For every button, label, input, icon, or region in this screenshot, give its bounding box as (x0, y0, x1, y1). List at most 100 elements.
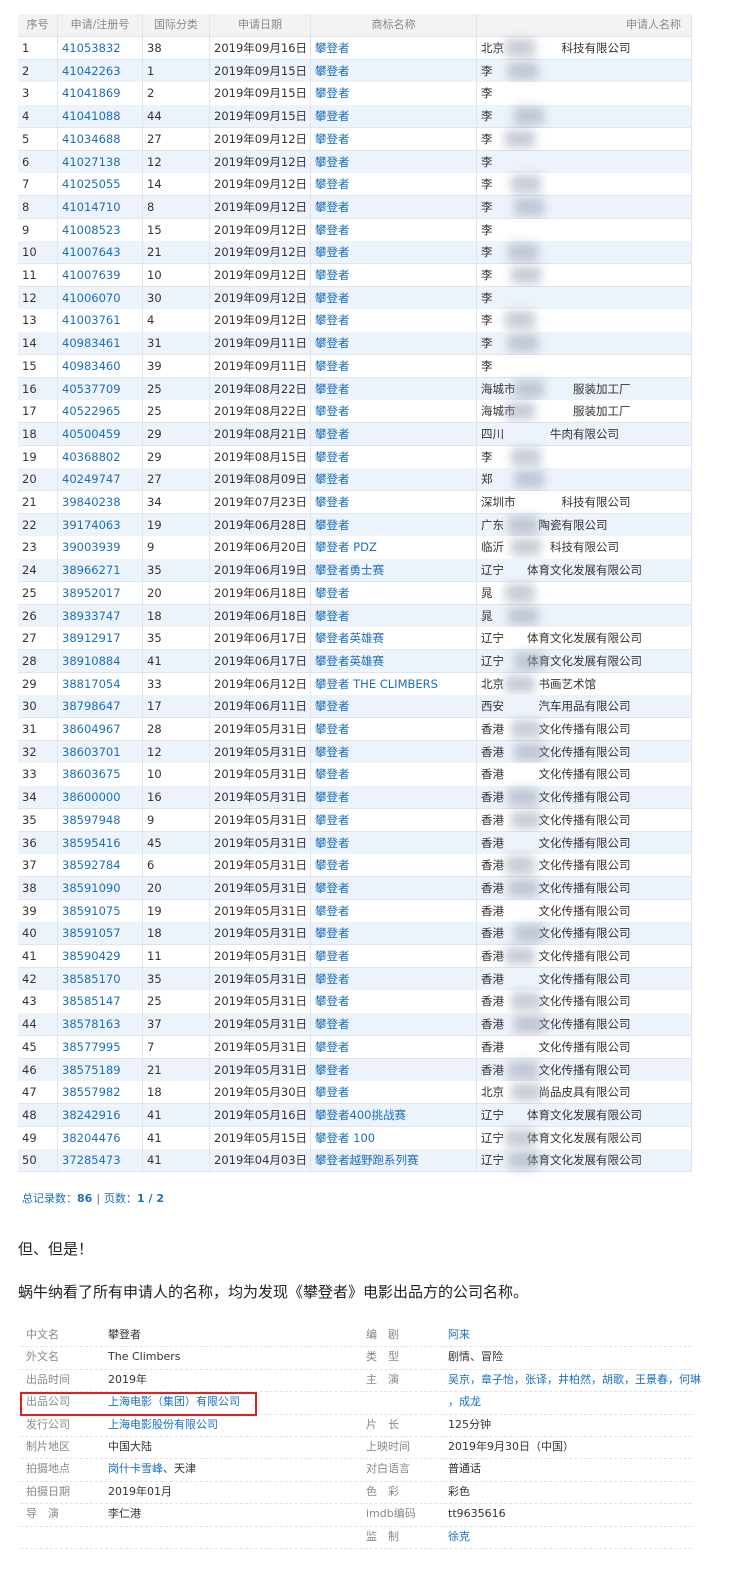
table-cell[interactable]: 41014710 (58, 195, 143, 220)
value-text[interactable]: 上海电影股份有限公司 (108, 1417, 218, 1431)
table-cell[interactable]: 攀登者 (311, 332, 477, 356)
table-cell[interactable]: 攀登者 (311, 854, 477, 878)
table-cell[interactable]: 40522965 (58, 400, 143, 424)
table-cell[interactable]: 41025055 (58, 173, 143, 197)
table-cell[interactable]: 38604967 (58, 718, 143, 742)
table-cell[interactable]: 41034688 (58, 127, 143, 151)
table-cell[interactable]: 攀登者 (311, 967, 477, 991)
table-cell[interactable]: 攀登者 (311, 59, 477, 83)
table-cell[interactable]: 攀登者 (311, 354, 477, 378)
table-cell[interactable]: 攀登者 (311, 990, 477, 1014)
table-cell[interactable]: 39840238 (58, 491, 143, 515)
table-cell[interactable]: 41041869 (58, 82, 143, 106)
table-cell[interactable]: 38577995 (58, 1035, 143, 1059)
table-cell[interactable]: 38817054 (58, 672, 143, 696)
table-cell[interactable]: 攀登者 (311, 241, 477, 265)
table-cell[interactable]: 攀登者 (311, 513, 477, 537)
table-cell[interactable]: 攀登者 (311, 82, 477, 106)
table-cell[interactable]: 攀登者 (311, 808, 477, 832)
table-cell[interactable]: 38591057 (58, 922, 143, 946)
value-text[interactable]: 上海电影（集团）有限公司 (108, 1395, 240, 1409)
table-cell[interactable]: 攀登者 (311, 763, 477, 787)
table-cell[interactable]: 41007639 (58, 264, 143, 288)
table-cell[interactable]: 攀登者 THE CLIMBERS (311, 672, 477, 696)
table-cell[interactable]: 攀登者 (311, 218, 477, 242)
table-cell[interactable]: 40983460 (58, 354, 143, 378)
table-cell[interactable]: 攀登者 (311, 445, 477, 469)
table-cell[interactable]: 攀登者 (311, 786, 477, 810)
table-cell[interactable]: 攀登者越野跑系列赛 (311, 1149, 477, 1173)
table-cell[interactable]: 38595416 (58, 831, 143, 855)
value-text[interactable]: 阿来 (448, 1328, 470, 1341)
table-cell[interactable]: 攀登者 (311, 1081, 477, 1105)
table-cell[interactable]: 41007643 (58, 241, 143, 265)
table-cell[interactable]: 41003761 (58, 309, 143, 333)
table-cell[interactable]: 攀登者 (311, 286, 477, 310)
table-cell[interactable]: 38603675 (58, 763, 143, 787)
table-cell[interactable]: 38591090 (58, 876, 143, 901)
table-cell[interactable]: 38578163 (58, 1013, 143, 1037)
table-cell[interactable]: 38952017 (58, 581, 143, 605)
table-cell[interactable]: 38910884 (58, 649, 143, 674)
table-cell[interactable]: 38592784 (58, 854, 143, 878)
table-cell[interactable]: 攀登者 (311, 740, 477, 764)
table-cell[interactable]: 41041088 (58, 105, 143, 129)
table-cell[interactable]: 攀登者 (311, 377, 477, 401)
table-cell[interactable]: 攀登者 (311, 491, 477, 515)
table-cell[interactable]: 38600000 (58, 786, 143, 810)
table-cell[interactable]: 攀登者 (311, 945, 477, 969)
table-cell[interactable]: 38590429 (58, 945, 143, 969)
value-text[interactable]: ，成龙 (448, 1395, 481, 1409)
value-text[interactable]: 吴京，章子怡，张译，井柏然，胡歌，王景春，何琳 (448, 1372, 701, 1386)
table-cell[interactable]: 攀登者 (311, 1035, 477, 1059)
table-cell[interactable]: 38585170 (58, 967, 143, 991)
table-cell[interactable]: 40983461 (58, 332, 143, 356)
table-cell[interactable]: 38204476 (58, 1126, 143, 1150)
table-cell[interactable]: 攀登者 (311, 105, 477, 129)
table-cell[interactable]: 38575189 (58, 1058, 143, 1082)
table-cell[interactable]: 攀登者 (311, 150, 477, 174)
table-cell[interactable]: 40500459 (58, 422, 143, 447)
table-cell[interactable]: 37285473 (58, 1149, 143, 1173)
table-cell[interactable]: 攀登者 (311, 876, 477, 901)
table-cell[interactable]: 38966271 (58, 559, 143, 583)
table-cell[interactable]: 40249747 (58, 468, 143, 492)
table-cell[interactable]: 攀登者 (311, 422, 477, 447)
table-cell[interactable]: 39003939 (58, 536, 143, 560)
table-cell[interactable]: 38798647 (58, 695, 143, 719)
table-cell[interactable]: 41042263 (58, 59, 143, 83)
table-cell[interactable]: 41008523 (58, 218, 143, 242)
table-cell[interactable]: 41027138 (58, 150, 143, 174)
table-cell[interactable]: 攀登者英雄赛 (311, 649, 477, 674)
table-cell[interactable]: 攀登者 (311, 400, 477, 424)
table-cell[interactable]: 38603701 (58, 740, 143, 764)
table-cell[interactable]: 攀登者 (311, 581, 477, 605)
table-cell[interactable]: 攀登者 (311, 695, 477, 719)
table-cell[interactable]: 40537709 (58, 377, 143, 401)
table-cell[interactable]: 攀登者 (311, 922, 477, 946)
table-cell[interactable]: 攀登者 (311, 899, 477, 923)
value-text[interactable]: 岗什卡雪峰 (108, 1462, 163, 1476)
table-cell[interactable]: 38585147 (58, 990, 143, 1014)
table-cell[interactable]: 攀登者英雄赛 (311, 627, 477, 651)
table-cell[interactable]: 攀登者 (311, 37, 477, 61)
table-cell[interactable]: 攀登者 PDZ (311, 536, 477, 560)
table-cell[interactable]: 41053832 (58, 37, 143, 61)
table-cell[interactable]: 38242916 (58, 1103, 143, 1128)
table-cell[interactable]: 攀登者400挑战赛 (311, 1103, 477, 1128)
table-cell[interactable]: 攀登者 (311, 831, 477, 855)
table-cell[interactable]: 攀登者 (311, 1058, 477, 1082)
table-cell[interactable]: 攀登者 (311, 127, 477, 151)
table-cell[interactable]: 攀登者 100 (311, 1126, 477, 1150)
table-cell[interactable]: 攀登者 (311, 604, 477, 628)
table-cell[interactable]: 攀登者 (311, 468, 477, 492)
table-cell[interactable]: 攀登者 (311, 309, 477, 333)
table-cell[interactable]: 攀登者 (311, 718, 477, 742)
table-cell[interactable]: 38933747 (58, 604, 143, 628)
table-cell[interactable]: 38912917 (58, 627, 143, 651)
value-text[interactable]: 徐克 (448, 1529, 470, 1543)
table-cell[interactable]: 攀登者 (311, 1013, 477, 1037)
table-cell[interactable]: 40368802 (58, 445, 143, 469)
table-cell[interactable]: 攀登者 (311, 264, 477, 288)
table-cell[interactable]: 39174063 (58, 513, 143, 537)
